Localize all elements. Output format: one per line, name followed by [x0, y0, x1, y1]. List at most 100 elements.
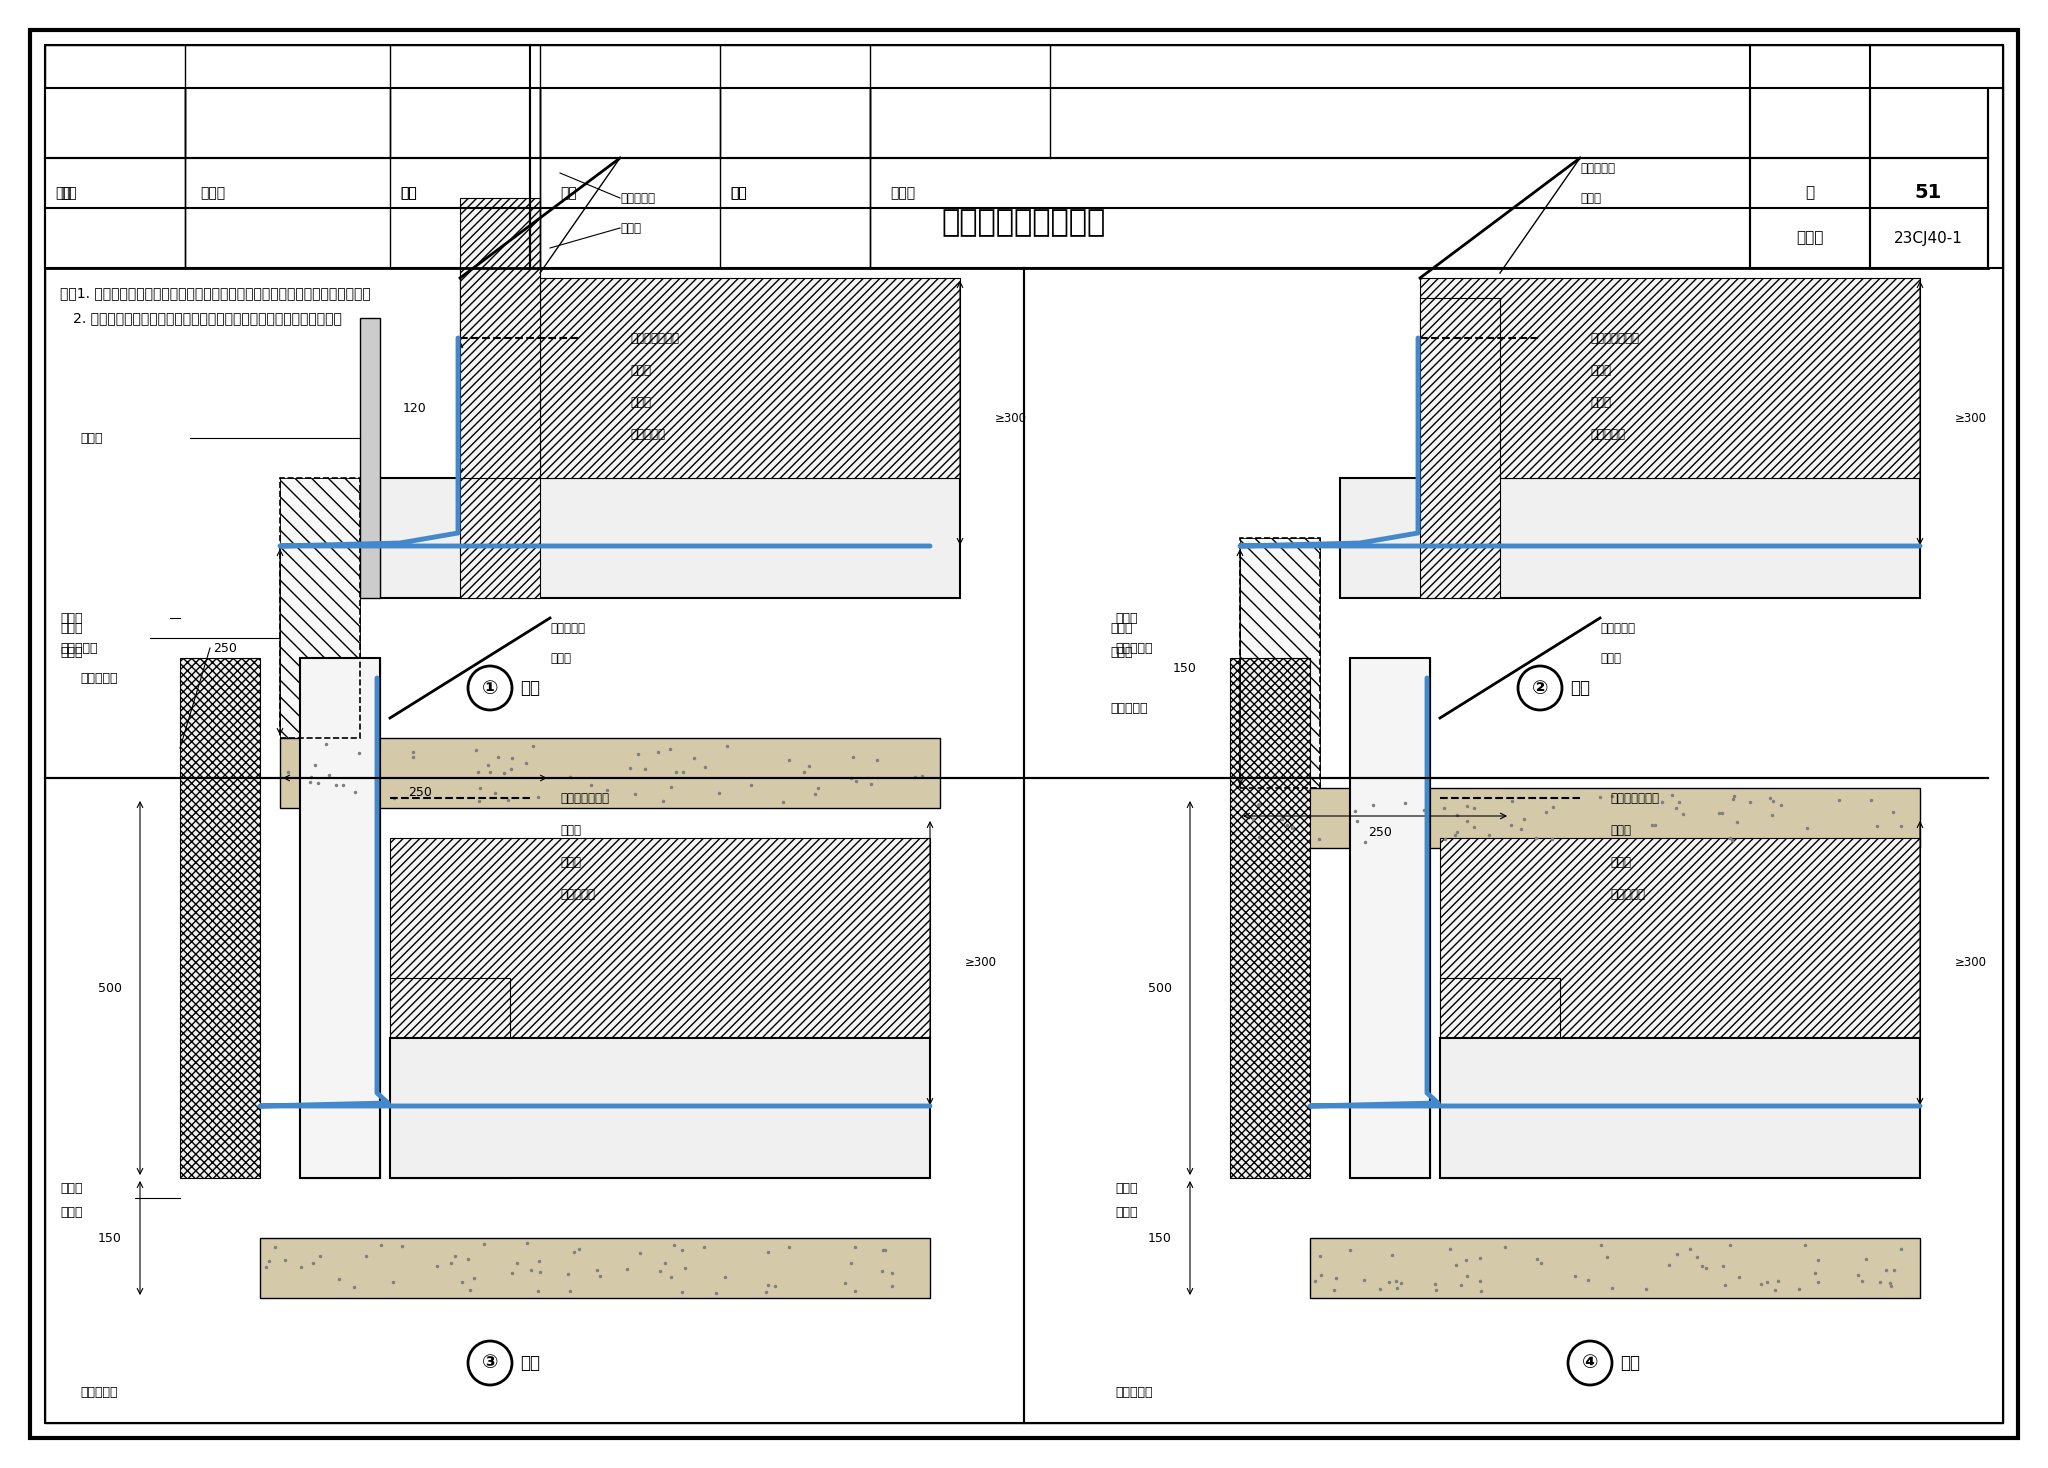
Bar: [1440, 838, 1921, 1038]
Bar: [381, 479, 961, 597]
Text: 接槎: 接槎: [520, 1353, 541, 1373]
Bar: [461, 258, 541, 597]
Text: 注：1. 若底板防水层选择的是预铺反粘工法产品，则构造层次中的保护层可取消。: 注：1. 若底板防水层选择的是预铺反粘工法产品，则构造层次中的保护层可取消。: [59, 286, 371, 299]
Text: 混凝土垫层: 混凝土垫层: [631, 427, 666, 440]
Bar: [1239, 537, 1321, 788]
Text: 保护层: 保护层: [559, 824, 582, 837]
Text: 保护层: 保护层: [59, 612, 82, 624]
Text: 保护墙: 保护墙: [59, 646, 82, 659]
Text: ≥300: ≥300: [1956, 957, 1987, 969]
Text: 保护层: 保护层: [1114, 612, 1137, 624]
Text: 51: 51: [1915, 184, 1942, 203]
Bar: [381, 479, 961, 597]
Text: 施工缝: 施工缝: [1599, 652, 1622, 665]
Bar: [45, 88, 2003, 269]
Bar: [1419, 298, 1499, 597]
Bar: [389, 1038, 930, 1177]
Text: 500: 500: [1149, 982, 1171, 994]
Text: 接槎: 接槎: [1620, 1353, 1640, 1373]
Bar: [1231, 658, 1311, 1177]
Text: 施工缝: 施工缝: [551, 652, 571, 665]
Bar: [389, 838, 930, 1038]
Text: 防水层: 防水层: [1610, 856, 1630, 869]
Bar: [281, 479, 360, 738]
Text: 防水层: 防水层: [559, 856, 582, 869]
Bar: [281, 738, 940, 807]
Text: 保护墙: 保护墙: [59, 1207, 82, 1220]
Text: 150: 150: [1174, 662, 1196, 674]
Text: 防水层: 防水层: [1589, 395, 1612, 408]
Text: 500: 500: [98, 982, 123, 994]
Text: 2. 若防水层选择的是高分子预铺反粘工法产品，则防水附加层可取消。: 2. 若防水层选择的是高分子预铺反粘工法产品，则防水附加层可取消。: [59, 311, 342, 324]
Bar: [1311, 1238, 1921, 1298]
Text: 防水混凝土底板: 防水混凝土底板: [631, 332, 680, 345]
Bar: [1339, 479, 1921, 597]
Text: 防水混凝土底板: 防水混凝土底板: [1589, 332, 1638, 345]
Bar: [1239, 537, 1321, 788]
Text: 砖胎膜: 砖胎膜: [59, 621, 82, 634]
Text: 防水附加层: 防水附加层: [80, 1386, 117, 1399]
Bar: [461, 277, 961, 479]
Text: 保护层: 保护层: [1589, 364, 1612, 376]
Bar: [1440, 978, 1561, 1177]
Text: ≥300: ≥300: [995, 411, 1026, 424]
Text: ≥300: ≥300: [1956, 411, 1987, 424]
Text: 防水附加层: 防水附加层: [1114, 642, 1153, 655]
Text: 120: 120: [403, 402, 426, 414]
Text: 250: 250: [213, 642, 238, 655]
Text: 张蝉: 张蝉: [559, 186, 578, 200]
Text: ④: ④: [1581, 1353, 1597, 1373]
Text: 砖胎膜: 砖胎膜: [1110, 621, 1133, 634]
Text: 防水混凝土底板: 防水混凝土底板: [1610, 791, 1659, 804]
Bar: [461, 198, 541, 479]
Text: 钢板止水带: 钢板止水带: [1579, 161, 1616, 175]
Text: ②: ②: [1532, 678, 1548, 697]
Text: ①: ①: [481, 678, 498, 697]
Text: 钢板止水带: 钢板止水带: [1599, 621, 1634, 634]
Text: 防水附加层: 防水附加层: [59, 642, 98, 655]
Text: 保护层: 保护层: [1610, 824, 1630, 837]
Text: 砖胎膜: 砖胎膜: [1114, 1182, 1137, 1195]
Text: 防水附加层: 防水附加层: [80, 671, 117, 684]
Text: 施工缝: 施工缝: [1579, 191, 1602, 204]
Text: ≥300: ≥300: [965, 957, 997, 969]
Text: 防水层: 防水层: [631, 395, 651, 408]
Bar: [360, 319, 381, 597]
Text: 设计: 设计: [729, 186, 748, 200]
Text: 钢板止水带: 钢板止水带: [621, 191, 655, 204]
Bar: [299, 658, 381, 1177]
Text: 保护层: 保护层: [631, 364, 651, 376]
Text: 甩槎: 甩槎: [1571, 680, 1589, 697]
Bar: [281, 479, 360, 738]
Text: 钢板止水带: 钢板止水带: [551, 621, 586, 634]
Text: ③: ③: [481, 1353, 498, 1373]
Text: 保护墙: 保护墙: [1110, 646, 1133, 659]
Text: 图集号: 图集号: [1796, 230, 1823, 245]
Text: 250: 250: [1368, 826, 1393, 840]
Text: 150: 150: [1149, 1232, 1171, 1245]
Bar: [1350, 658, 1430, 1177]
Text: 23CJ40-1: 23CJ40-1: [1894, 230, 1962, 245]
Text: 混凝土垫层: 混凝土垫层: [559, 888, 596, 900]
Text: 隔离层: 隔离层: [80, 432, 102, 445]
Text: 150: 150: [98, 1232, 123, 1245]
Bar: [1239, 788, 1921, 849]
Text: 陈春荣: 陈春荣: [201, 186, 225, 200]
Text: 设计: 设计: [729, 186, 748, 200]
Text: 防水混凝土底板: 防水混凝土底板: [559, 791, 608, 804]
Bar: [180, 658, 260, 1177]
Text: 校对: 校对: [399, 186, 416, 200]
Bar: [1440, 1038, 1921, 1177]
Text: 施工缝: 施工缝: [621, 222, 641, 235]
Text: 防水附加层: 防水附加层: [1110, 702, 1147, 715]
Text: 防水附加层: 防水附加层: [1114, 1386, 1153, 1399]
Text: 混凝土垫层: 混凝土垫层: [1589, 427, 1624, 440]
Text: 250: 250: [408, 787, 432, 800]
Bar: [1350, 658, 1430, 1177]
Bar: [389, 978, 510, 1177]
Text: 宋海波: 宋海波: [891, 186, 915, 200]
Text: 保护墙: 保护墙: [1114, 1207, 1137, 1220]
Text: 审核: 审核: [59, 186, 76, 200]
Text: 校对: 校对: [399, 186, 416, 200]
Bar: [299, 658, 381, 1177]
